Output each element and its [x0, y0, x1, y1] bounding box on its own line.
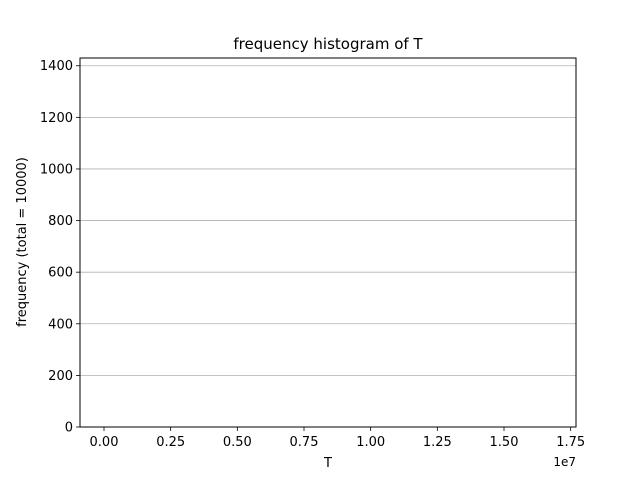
x-tick-label: 0.25	[156, 435, 185, 450]
y-tick-label: 1000	[40, 162, 73, 177]
x-axis-offset-label: 1e7	[553, 455, 576, 469]
x-tick-label: 1.00	[356, 435, 385, 450]
x-tick-label: 0.00	[90, 435, 119, 450]
y-tick-label: 800	[48, 214, 73, 229]
y-tick-label: 200	[48, 369, 73, 384]
x-tick-label: 0.50	[223, 435, 252, 450]
y-tick-label: 0	[65, 421, 73, 436]
x-tick-label: 1.75	[556, 435, 585, 450]
y-axis-ticks: 0 200 400 600 800 1000 1200 1400	[40, 59, 80, 436]
x-axis-label: T	[323, 456, 332, 471]
y-tick-label: 400	[48, 317, 73, 332]
y-tick-label: 1400	[40, 59, 73, 74]
x-tick-label: 1.25	[423, 435, 452, 450]
grid-lines	[80, 65, 576, 428]
y-tick-label: 600	[48, 266, 73, 281]
x-axis-ticks: 0.00 0.25 0.50 0.75 1.00 1.25 1.50 1.75	[90, 427, 585, 450]
x-tick-label: 0.75	[290, 435, 319, 450]
y-tick-label: 1200	[40, 111, 73, 126]
chart-title: frequency histogram of T	[233, 35, 423, 53]
x-tick-label: 1.50	[490, 435, 519, 450]
plot-frame	[79, 57, 577, 428]
y-axis-label: frequency (total = 10000)	[15, 157, 30, 327]
